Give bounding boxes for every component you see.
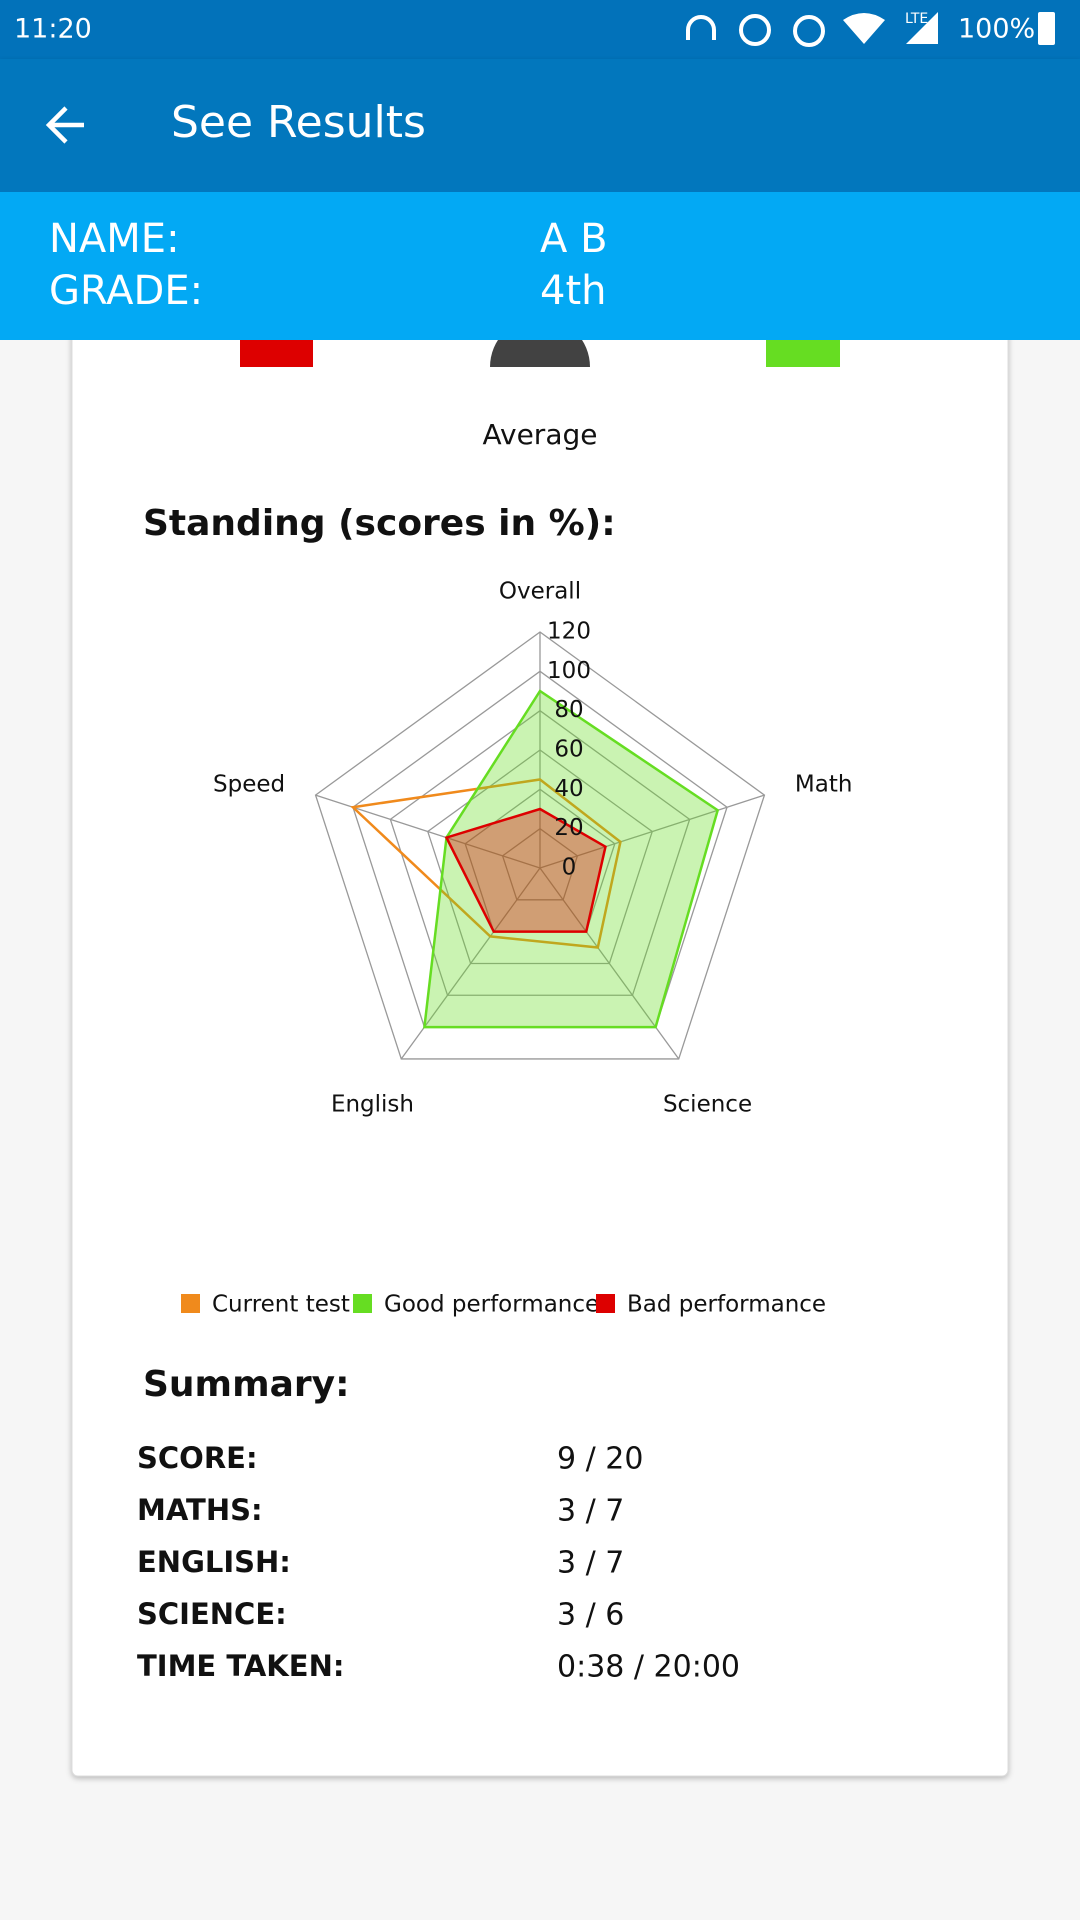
radar-chart: 0 20 40 60 80 100 120 Overall Math Science English… [213, 579, 852, 1118]
chart-title: Standing (scores in %): [143, 503, 616, 544]
r-tick-label: 0 [562, 855, 577, 881]
r-tick-label: 100 [547, 658, 591, 684]
legend-label: Bad performance [627, 1292, 826, 1318]
r-tick-label: 120 [547, 619, 591, 645]
info-label: NAME: [49, 216, 180, 262]
axis-label: Math [795, 772, 853, 798]
app-bar [0, 59, 1080, 192]
headphones-icon [686, 15, 716, 40]
alarm-icon [793, 15, 825, 47]
info-value: 4th [540, 268, 606, 314]
summary-value: 0:38 / 20:00 [557, 1650, 740, 1685]
summary-label: TIME TAKEN: [137, 1649, 344, 1683]
gauge-label: Average [483, 418, 598, 451]
status-network: LTE [905, 11, 928, 27]
r-tick-label: 40 [554, 776, 583, 802]
spoke [539, 794, 765, 869]
status-time: 11:20 [14, 14, 92, 45]
legend-swatch [353, 1294, 372, 1313]
grid-ring [501, 827, 579, 901]
summary-label: ENGLISH: [137, 1545, 291, 1579]
series-area [444, 807, 607, 933]
series-area [350, 778, 622, 949]
legend: Current test Good performance Bad performa… [181, 1292, 826, 1318]
back-button[interactable] [45, 106, 84, 144]
app-bar-title: See Results [171, 97, 426, 148]
student-rows: NAME: A B GRADE: 4th [49, 216, 608, 314]
r-tick-label: 20 [554, 815, 583, 841]
grid-ring [314, 631, 766, 1060]
axis-label: English [331, 1091, 414, 1117]
summary-label: MATHS: [137, 1493, 263, 1527]
hotspot-icon [739, 14, 771, 46]
summary-title: Summary: [143, 1364, 350, 1405]
status-bar [0, 0, 1080, 59]
summary-value: 3 / 6 [557, 1598, 624, 1633]
axis-label: Speed [213, 772, 285, 798]
grid-ring [427, 749, 653, 965]
summary-label: SCORE: [137, 1441, 258, 1475]
r-tick-label: 60 [554, 737, 583, 763]
legend-swatch [181, 1294, 200, 1313]
info-label: GRADE: [49, 268, 203, 314]
student-info [0, 192, 1080, 340]
r-tick-label: 80 [554, 697, 583, 723]
legend-label: Current test [212, 1292, 350, 1318]
summary-value: 3 / 7 [557, 1546, 624, 1581]
summary-table: SCORE: 9 / 20 MATHS: 3 / 7 ENGLISH: 3 / 7 SCIE… [137, 1441, 740, 1685]
wifi-icon [843, 13, 885, 44]
signal-icon [906, 12, 938, 44]
status-battery: 100% [958, 14, 1035, 45]
summary-value: 9 / 20 [557, 1442, 643, 1477]
legend-swatch [596, 1294, 615, 1313]
summary-value: 3 / 7 [557, 1494, 624, 1529]
axis-label: Science [663, 1091, 752, 1117]
summary-label: SCIENCE: [137, 1597, 287, 1631]
grid-ring [389, 709, 691, 996]
series-area [422, 689, 720, 1029]
battery-icon [1038, 12, 1055, 45]
legend-label: Good performance [384, 1292, 599, 1318]
info-value: A B [540, 216, 608, 262]
axis-label: Overall [499, 579, 581, 605]
